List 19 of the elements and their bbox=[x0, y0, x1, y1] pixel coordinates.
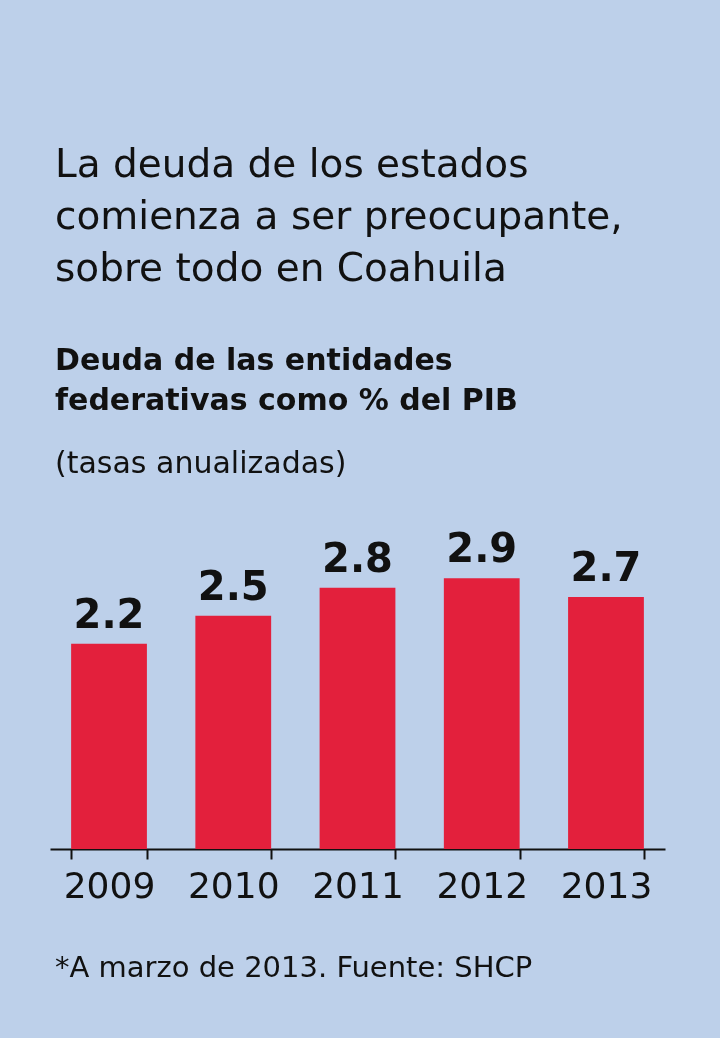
y-axis-title: (tasas anualizadas) bbox=[55, 445, 347, 480]
data-label: 2.9 bbox=[446, 525, 518, 572]
bar bbox=[568, 597, 644, 849]
x-tick-label: 2013 bbox=[560, 864, 653, 906]
x-tick-label: 2011 bbox=[312, 864, 404, 906]
text: *A marzo de 2013. Fuente: SHCP bbox=[55, 950, 533, 984]
x-tick-label: 2012 bbox=[436, 864, 529, 906]
data-label: 2.2 bbox=[73, 590, 145, 637]
bar bbox=[443, 578, 520, 849]
data-label: 2.8 bbox=[322, 534, 393, 581]
x-tick-label: 2009 bbox=[63, 864, 156, 906]
bar bbox=[319, 587, 396, 849]
chart-subtitle: Deuda de las entidades federativas como % del PIB bbox=[55, 341, 519, 419]
bar bbox=[195, 615, 272, 849]
x-tick-label: 2010 bbox=[187, 864, 280, 906]
data-label: 2.7 bbox=[570, 544, 642, 590]
data-label: 2.5 bbox=[197, 562, 269, 609]
chart-title: La deuda de los estados comienza a ser preocupante, sobre todo en Coahuila bbox=[55, 140, 624, 292]
bar bbox=[71, 643, 147, 849]
